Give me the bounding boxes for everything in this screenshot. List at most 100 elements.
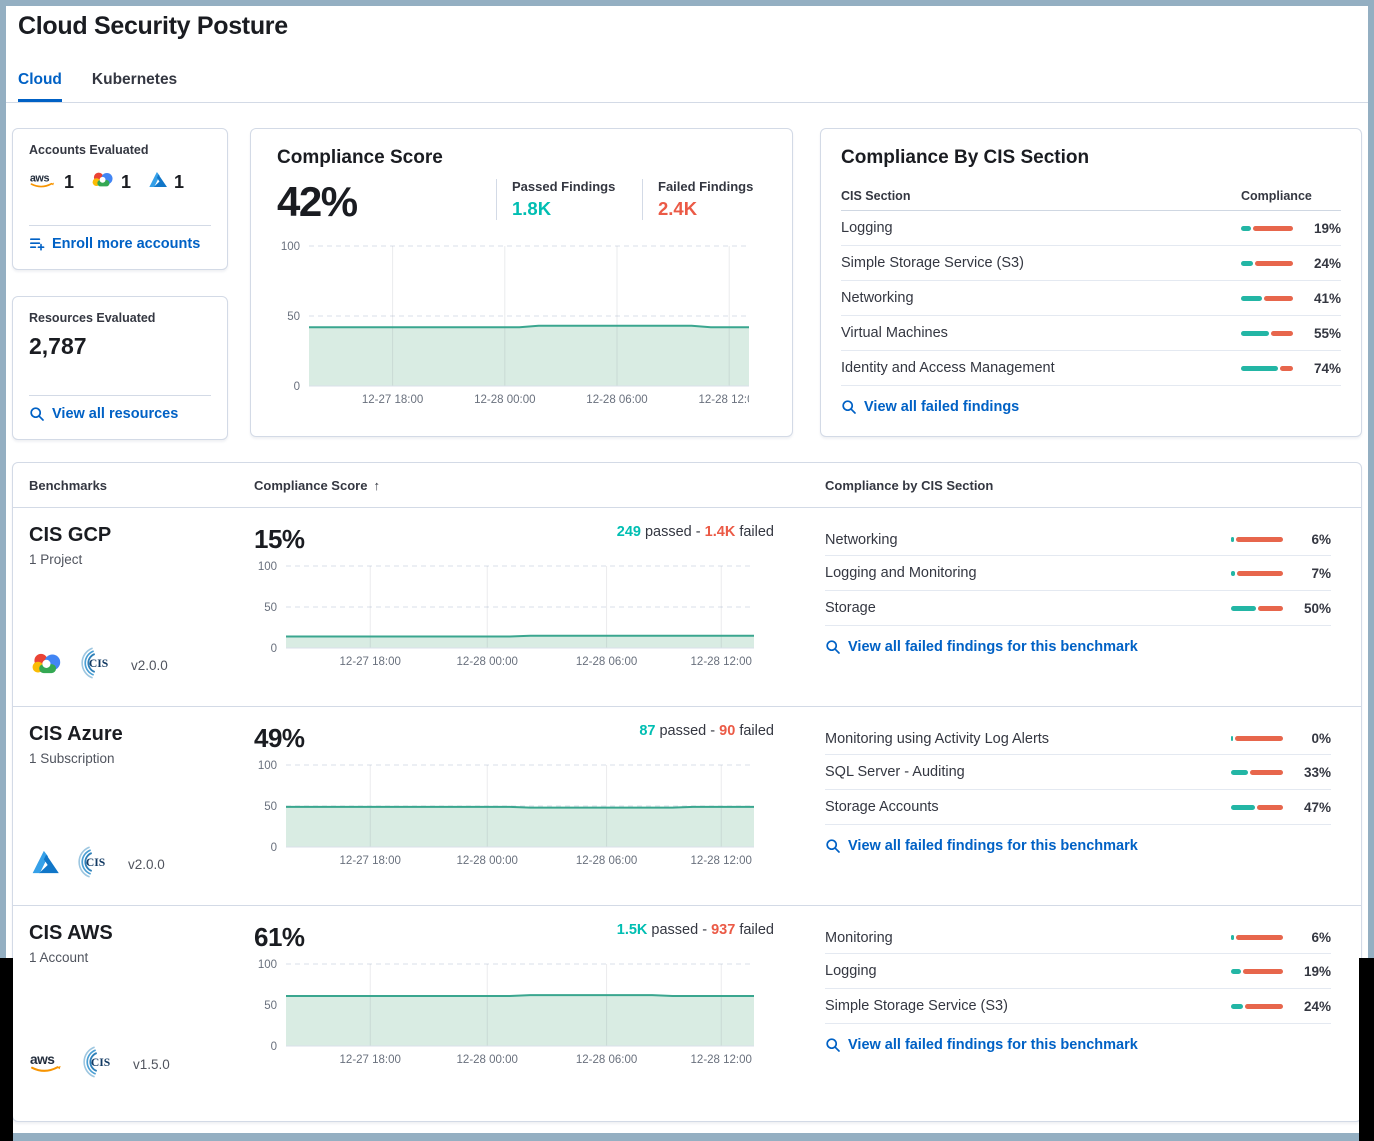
compliance-score-title: Compliance Score: [277, 147, 443, 168]
passed-count: 1.5K: [616, 922, 648, 938]
compliance-bar: [1231, 968, 1283, 974]
failed-count: 937: [711, 922, 736, 938]
failed-findings-label: Failed Findings: [658, 179, 754, 194]
tab-kubernetes[interactable]: Kubernetes: [91, 71, 178, 88]
view-all-resources-link[interactable]: View all resources: [29, 406, 178, 422]
gcp-logo-icon: [29, 649, 65, 683]
section-name: Simple Storage Service (S3): [825, 998, 1008, 1014]
gcp-section-row: Logging and Monitoring 7%: [825, 556, 1331, 591]
compliance-pct: 19%: [1303, 963, 1331, 979]
benchmarks-panel: Benchmarks Compliance Score ↑ Compliance …: [12, 462, 1362, 1122]
compliance-pct: 0%: [1311, 731, 1331, 746]
section-name: Logging: [841, 220, 893, 236]
resources-evaluated-card: Resources Evaluated 2,787 View all resou…: [12, 296, 228, 440]
cis-aws-trend-chart: 0 50 100 12-27 18:00 12-28 00:00 12-28 06:00 1…: [254, 959, 754, 1069]
svg-text:12-27 18:00: 12-27 18:00: [362, 394, 423, 406]
svg-text:12-28 00:00: 12-28 00:00: [457, 855, 518, 867]
passed-failed-counts: 87 passed - 90 failed: [639, 723, 774, 739]
compliance-pct: 19%: [1313, 220, 1341, 236]
cis-section-row-virtual-machines: Virtual Machines 55%: [841, 316, 1341, 351]
cis-section-table: CIS Section Compliance Logging 19% Simpl…: [841, 181, 1341, 386]
gcp-account-count: 1: [90, 169, 131, 195]
aws-section-row: Simple Storage Service (S3) 24%: [825, 989, 1331, 1024]
azure-section-row: SQL Server - Auditing 33%: [825, 755, 1331, 790]
passed-findings-stat: Passed Findings 1.8K: [496, 179, 620, 220]
cis-section-col-header: CIS Section: [841, 188, 911, 203]
benchmark-row-cis-gcp: CIS GCP 1 Project CIS v2.0.0 15% 249: [13, 508, 1361, 707]
view-failed-findings-benchmark-link[interactable]: View all failed findings for this benchm…: [825, 838, 1138, 854]
svg-text:12-28 12:00: 12-28 12:00: [699, 394, 749, 406]
resources-count: 2,787: [29, 333, 87, 359]
enroll-more-accounts-link[interactable]: Enroll more accounts: [29, 236, 200, 252]
svg-text:12-27 18:00: 12-27 18:00: [340, 656, 401, 668]
failed-findings-stat: Failed Findings 2.4K: [642, 179, 766, 220]
section-name: Logging: [825, 963, 877, 979]
compliance-bar: [1231, 935, 1283, 940]
benchmark-scope: 1 Account: [29, 950, 89, 965]
accounts-card-footer: Enroll more accounts: [29, 225, 211, 257]
sort-ascending-icon: ↑: [373, 477, 380, 493]
enroll-more-accounts-label: Enroll more accounts: [52, 236, 201, 252]
aws-count: 1: [64, 171, 75, 192]
cis-logo-icon: CIS: [80, 645, 116, 686]
page-title: Cloud Security Posture: [18, 12, 288, 40]
section-name: SQL Server - Auditing: [825, 764, 965, 780]
view-all-resources-label: View all resources: [52, 406, 179, 422]
benchmark-version: v2.0.0: [128, 857, 165, 872]
section-name: Virtual Machines: [841, 325, 948, 341]
svg-text:50: 50: [264, 602, 277, 614]
section-name: Networking: [841, 290, 914, 306]
svg-text:aws: aws: [30, 172, 50, 184]
svg-text:12-28 12:00: 12-28 12:00: [691, 1054, 752, 1066]
gcp-count: 1: [121, 171, 132, 192]
compliance-bar: [1241, 330, 1293, 336]
accounts-evaluated-card: Accounts Evaluated aws 1 1 1: [12, 128, 228, 270]
benchmark-score: 61%: [254, 922, 305, 952]
compliance-bar: [1241, 365, 1293, 371]
compliance-bar: [1231, 537, 1283, 542]
cis-logo-icon: CIS: [82, 1044, 118, 1085]
overall-score-value: 42%: [277, 178, 358, 225]
compliance-pct: 6%: [1311, 930, 1331, 945]
cis-logo-icon: CIS: [77, 844, 113, 885]
view-failed-findings-benchmark-link[interactable]: View all failed findings for this benchm…: [825, 1037, 1138, 1053]
magnifier-icon: [826, 640, 840, 654]
magnifier-icon: [826, 1038, 840, 1052]
section-name: Monitoring: [825, 929, 893, 946]
compliance-col-header: Compliance: [1241, 188, 1312, 203]
azure-section-row: Monitoring using Activity Log Alerts 0%: [825, 723, 1331, 755]
benchmark-row-cis-aws: CIS AWS 1 Account aws CIS v1.5.0 61% 1.5: [13, 906, 1361, 1105]
compliance-pct: 6%: [1311, 532, 1331, 547]
window-border-right: [1368, 0, 1374, 1141]
svg-text:0: 0: [271, 643, 277, 655]
svg-text:12-28 00:00: 12-28 00:00: [457, 656, 518, 668]
benchmark-name: CIS AWS: [29, 922, 113, 944]
aws-account-count: aws 1: [29, 171, 74, 194]
svg-text:CIS: CIS: [91, 1056, 110, 1069]
cis-gcp-trend-chart: 0 50 100 12-27 18:00 12-28 00:00 12-28 06:00 1…: [254, 561, 754, 671]
gcp-logo-icon: [90, 169, 116, 195]
compliance-pct: 24%: [1313, 255, 1341, 271]
cis-azure-trend-chart: 0 50 100 12-27 18:00 12-28 00:00 12-28 06:00 1…: [254, 760, 754, 870]
tab-cloud[interactable]: Cloud: [18, 71, 62, 102]
svg-text:12-27 18:00: 12-27 18:00: [340, 1054, 401, 1066]
benchmark-version: v2.0.0: [131, 658, 168, 673]
view-all-failed-findings-link[interactable]: View all failed findings: [841, 399, 1019, 415]
compliance-score-col-header[interactable]: Compliance Score ↑: [254, 477, 380, 493]
svg-text:12-28 06:00: 12-28 06:00: [576, 1054, 637, 1066]
compliance-pct: 47%: [1303, 799, 1331, 815]
view-failed-findings-benchmark-link[interactable]: View all failed findings for this benchm…: [825, 639, 1138, 655]
background-gap-bottom-left: [0, 958, 13, 1141]
azure-account-count: 1: [147, 170, 184, 194]
section-name: Storage Accounts: [825, 799, 939, 815]
svg-text:50: 50: [287, 311, 300, 323]
azure-section-row: Storage Accounts 47%: [825, 790, 1331, 825]
benchmark-scope: 1 Subscription: [29, 751, 115, 766]
azure-count: 1: [174, 171, 185, 192]
benchmark-name: CIS Azure: [29, 723, 123, 745]
compliance-pct: 7%: [1311, 565, 1331, 581]
compliance-pct: 74%: [1313, 360, 1341, 376]
svg-text:12-28 12:00: 12-28 12:00: [691, 656, 752, 668]
section-name: Monitoring using Activity Log Alerts: [825, 730, 1050, 747]
